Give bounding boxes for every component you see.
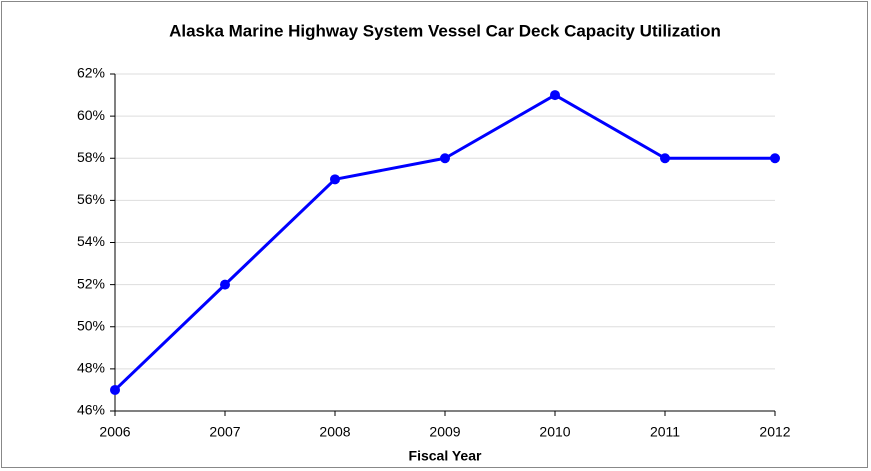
point <box>770 153 780 164</box>
point <box>550 90 560 101</box>
x-tick-label: 2006 <box>99 424 130 440</box>
y-tick-label: 52% <box>77 275 105 291</box>
x-tick-label: 2011 <box>650 424 680 440</box>
y-tick-label: 50% <box>77 317 105 333</box>
y-tick-label: 60% <box>77 107 105 123</box>
y-tick-label: 62% <box>77 65 105 81</box>
x-tick-label: 2007 <box>209 424 240 440</box>
chart-title: Alaska Marine Highway System Vessel Car … <box>169 21 721 40</box>
point <box>110 384 120 395</box>
x-tick-label: 2010 <box>539 424 570 440</box>
point <box>330 174 340 185</box>
y-tick-label: 58% <box>77 149 105 165</box>
y-tick-label: 46% <box>77 402 105 418</box>
y-tick-label: 56% <box>77 191 105 207</box>
x-tick-label: 2008 <box>319 424 350 440</box>
point <box>660 153 670 164</box>
point <box>440 153 450 164</box>
x-axis-title: Fiscal Year <box>409 448 482 464</box>
point <box>220 279 230 290</box>
x-tick-label: 2012 <box>759 424 790 440</box>
y-tick-label: 48% <box>77 360 105 376</box>
y-tick-label: 54% <box>77 233 105 249</box>
x-tick-label: 2009 <box>429 424 460 440</box>
